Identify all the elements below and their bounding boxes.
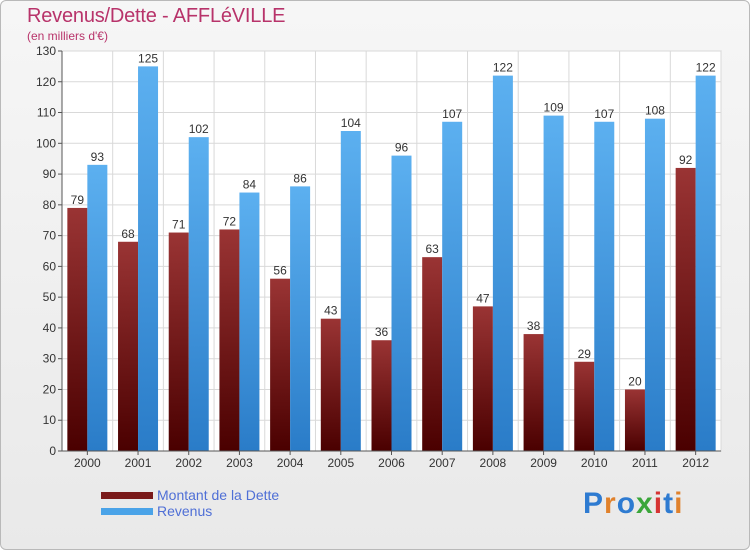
x-tick-label: 2004 bbox=[277, 456, 304, 470]
data-label: 84 bbox=[243, 178, 257, 192]
data-label: 96 bbox=[395, 141, 409, 155]
data-label: 107 bbox=[442, 107, 462, 121]
y-tick-label: 60 bbox=[43, 259, 57, 273]
bar-revenus bbox=[594, 121, 615, 452]
x-tick-label: 2005 bbox=[327, 456, 354, 470]
bar-revenus bbox=[87, 164, 108, 451]
data-label: 29 bbox=[578, 347, 592, 361]
chart-subtitle: (en milliers d'€) bbox=[27, 29, 108, 43]
bar-revenus bbox=[644, 118, 665, 451]
data-label: 86 bbox=[293, 171, 307, 185]
data-label: 20 bbox=[628, 374, 642, 388]
y-tick-label: 100 bbox=[36, 136, 56, 150]
x-tick-label: 2012 bbox=[682, 456, 709, 470]
data-label: 107 bbox=[594, 107, 614, 121]
bar-dette bbox=[675, 167, 696, 451]
bar-dette bbox=[320, 318, 341, 451]
legend-label-debt: Montant de la Dette bbox=[157, 487, 280, 503]
y-tick-label: 20 bbox=[43, 382, 57, 396]
logo-letter: o bbox=[616, 487, 637, 520]
bar-revenus bbox=[543, 115, 564, 451]
legend-item-revenus: Revenus bbox=[101, 503, 279, 519]
data-label: 122 bbox=[493, 61, 513, 75]
chart-title: Revenus/Dette - AFFLéVILLE bbox=[27, 5, 286, 27]
data-label: 92 bbox=[679, 153, 693, 167]
data-label: 104 bbox=[341, 116, 361, 130]
bar-revenus bbox=[188, 137, 209, 451]
chart-legend: Montant de la Dette Revenus bbox=[101, 487, 279, 519]
bar-dette bbox=[67, 207, 88, 451]
data-label: 63 bbox=[426, 242, 440, 256]
logo-letter: P bbox=[583, 487, 605, 520]
x-tick-label: 2008 bbox=[480, 456, 507, 470]
bar-dette bbox=[422, 257, 443, 451]
x-tick-label: 2006 bbox=[378, 456, 405, 470]
bar-revenus bbox=[442, 121, 463, 452]
data-label: 72 bbox=[223, 214, 237, 228]
bar-dette bbox=[219, 229, 240, 451]
data-label: 93 bbox=[91, 150, 105, 164]
y-tick-label: 110 bbox=[37, 106, 56, 120]
bar-revenus bbox=[695, 75, 716, 451]
bar-revenus bbox=[391, 155, 412, 451]
bar-dette bbox=[118, 241, 139, 451]
data-label: 71 bbox=[172, 218, 186, 232]
data-label: 109 bbox=[544, 101, 564, 115]
logo-letter: i bbox=[674, 487, 684, 520]
bar-dette bbox=[371, 340, 392, 451]
logo-letter: x bbox=[636, 487, 654, 520]
bar-revenus bbox=[492, 75, 513, 451]
y-tick-label: 50 bbox=[43, 290, 57, 304]
data-label: 79 bbox=[71, 193, 85, 207]
data-label: 43 bbox=[324, 304, 338, 318]
bar-dette bbox=[168, 232, 189, 451]
logo-letter: r bbox=[604, 487, 617, 520]
data-label: 56 bbox=[273, 264, 287, 278]
bar-dette bbox=[270, 278, 291, 451]
bar-revenus bbox=[340, 131, 361, 451]
logo-letter: i bbox=[653, 487, 664, 520]
y-tick-label: 120 bbox=[36, 75, 56, 89]
x-tick-label: 2001 bbox=[125, 456, 152, 470]
x-tick-label: 2000 bbox=[74, 456, 101, 470]
data-label: 122 bbox=[696, 61, 716, 75]
y-tick-label: 130 bbox=[36, 44, 56, 58]
proxiti-logo: Proxiti bbox=[583, 487, 683, 521]
bar-dette bbox=[574, 361, 595, 451]
x-tick-label: 2011 bbox=[632, 456, 658, 470]
legend-label-revenus: Revenus bbox=[157, 503, 213, 519]
x-tick-label: 2002 bbox=[175, 456, 202, 470]
y-tick-label: 30 bbox=[43, 352, 57, 366]
data-label: 102 bbox=[189, 122, 209, 136]
bar-dette bbox=[472, 306, 493, 451]
legend-item-debt: Montant de la Dette bbox=[101, 487, 279, 503]
y-tick-label: 90 bbox=[43, 167, 57, 181]
data-label: 36 bbox=[375, 325, 389, 339]
y-tick-label: 70 bbox=[43, 229, 57, 243]
x-tick-label: 2007 bbox=[429, 456, 456, 470]
x-tick-label: 2009 bbox=[530, 456, 557, 470]
legend-swatch-revenus bbox=[101, 507, 153, 515]
x-tick-label: 2003 bbox=[226, 456, 253, 470]
data-label: 38 bbox=[527, 319, 541, 333]
y-tick-label: 10 bbox=[43, 413, 57, 427]
x-tick-label: 2010 bbox=[581, 456, 608, 470]
bar-dette bbox=[624, 389, 645, 451]
data-label: 68 bbox=[121, 227, 135, 241]
data-label: 108 bbox=[645, 104, 665, 118]
bar-revenus bbox=[290, 186, 311, 451]
bar-revenus bbox=[138, 66, 159, 451]
data-label: 47 bbox=[476, 291, 490, 305]
y-tick-label: 40 bbox=[43, 321, 57, 335]
logo-letter: t bbox=[663, 487, 675, 520]
bar-revenus bbox=[239, 192, 260, 452]
y-tick-label: 0 bbox=[49, 444, 56, 458]
legend-swatch-debt bbox=[101, 491, 153, 499]
bar-dette bbox=[523, 334, 544, 451]
data-label: 125 bbox=[138, 51, 158, 65]
y-tick-label: 80 bbox=[43, 198, 57, 212]
